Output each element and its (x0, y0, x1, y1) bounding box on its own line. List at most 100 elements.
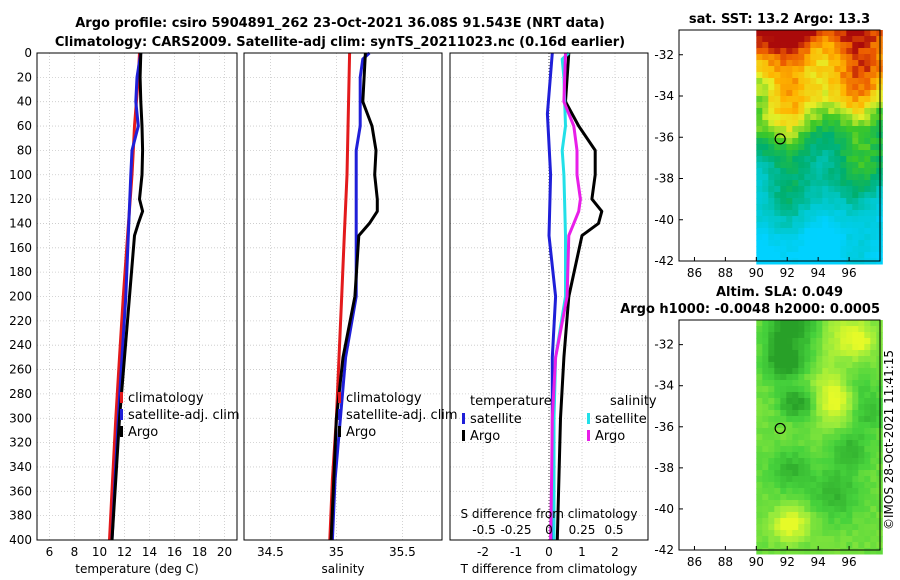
map-cell (828, 542, 835, 549)
map-cell (852, 36, 859, 43)
map-cell (858, 476, 865, 483)
map-cell (876, 548, 883, 555)
map-cell (792, 126, 799, 133)
map-cell (792, 326, 799, 333)
map-cell (840, 228, 847, 235)
map-cell (834, 440, 841, 447)
map-cell (846, 192, 853, 199)
map-cell (768, 350, 775, 357)
map-cell (768, 338, 775, 345)
map-cell (792, 464, 799, 471)
map-cell (810, 452, 817, 459)
map-cell (786, 246, 793, 253)
map-cell (822, 548, 829, 555)
map-cell (858, 368, 865, 375)
map-cell (798, 162, 805, 169)
map-cell (858, 204, 865, 211)
legend-label: climatology (128, 391, 204, 406)
map-cell (822, 72, 829, 79)
map-cell (822, 48, 829, 55)
map-cell (762, 102, 769, 109)
map-cell (840, 344, 847, 351)
map-cell (804, 518, 811, 525)
map-cell (804, 198, 811, 205)
map-cell (798, 428, 805, 435)
map-cell (822, 222, 829, 229)
depth-tick-label: 140 (9, 216, 32, 230)
map-cell (810, 482, 817, 489)
map-cell (762, 512, 769, 519)
map-cell (798, 78, 805, 85)
map-y-tick-label: -32 (654, 48, 674, 62)
map-cell (816, 416, 823, 423)
map-cell (846, 60, 853, 67)
map-cell (762, 78, 769, 85)
map-cell (822, 416, 829, 423)
depth-tick-label: 200 (9, 290, 32, 304)
map-cell (864, 84, 871, 91)
map-cell (774, 180, 781, 187)
map-cell (834, 54, 841, 61)
map-cell (780, 410, 787, 417)
map-x-tick-label: 86 (687, 555, 702, 569)
map-cell (762, 90, 769, 97)
map-cell (858, 186, 865, 193)
map-cell (792, 368, 799, 375)
map-cell (780, 374, 787, 381)
map-cell (762, 410, 769, 417)
map-cell (792, 186, 799, 193)
map-cell (786, 476, 793, 483)
map-cell (858, 440, 865, 447)
map-cell (822, 102, 829, 109)
map-cell (756, 458, 763, 465)
map-cell (804, 434, 811, 441)
map-cell (786, 102, 793, 109)
map-cell (816, 90, 823, 97)
map-cell (810, 108, 817, 115)
map-cell (822, 476, 829, 483)
map-cell (840, 198, 847, 205)
map-cell (822, 350, 829, 357)
map-cell (810, 126, 817, 133)
map-cell (828, 422, 835, 429)
map-cell (840, 132, 847, 139)
map-cell (792, 344, 799, 351)
map-cell (840, 120, 847, 127)
map-cell (768, 392, 775, 399)
map-cell (804, 470, 811, 477)
map-cell (798, 512, 805, 519)
map-cell (834, 192, 841, 199)
map-cell (816, 470, 823, 477)
map-cell (786, 524, 793, 531)
map-cell (852, 362, 859, 369)
map-cell (864, 500, 871, 507)
map-cell (858, 338, 865, 345)
map-cell (780, 446, 787, 453)
map-cell (870, 222, 877, 229)
legend-swatch-argo (338, 426, 341, 437)
map-cell (864, 518, 871, 525)
map-cell (840, 126, 847, 133)
map-cell (792, 530, 799, 537)
map-cell (798, 344, 805, 351)
map-cell (834, 222, 841, 229)
map-cell (834, 186, 841, 193)
map-cell (870, 356, 877, 363)
map-cell (774, 506, 781, 513)
map-cell (780, 380, 787, 387)
map-cell (804, 102, 811, 109)
map-cell (852, 222, 859, 229)
map-cell (810, 72, 817, 79)
map-cell (792, 48, 799, 55)
map-cell (810, 332, 817, 339)
map-cell (822, 108, 829, 115)
map-cell (792, 252, 799, 259)
map-cell (822, 530, 829, 537)
map-cell (786, 506, 793, 513)
map-cell (798, 518, 805, 525)
map-cell (828, 30, 835, 37)
map-cell (840, 350, 847, 357)
map-cell (768, 114, 775, 121)
map-cell (852, 518, 859, 525)
